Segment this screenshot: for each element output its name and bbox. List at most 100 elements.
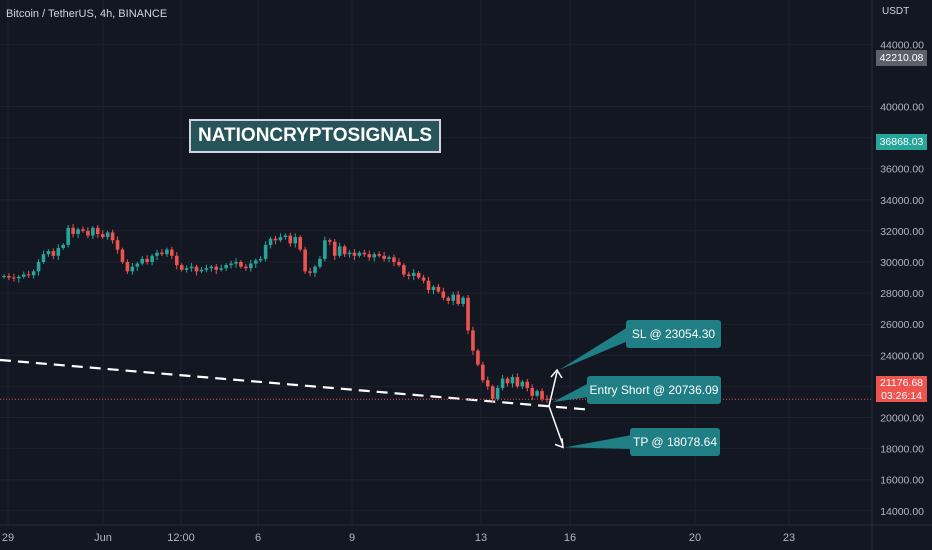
candle: [21, 271, 26, 279]
candle: [323, 236, 327, 262]
price-tick-label: 16000.00: [880, 475, 924, 487]
candle: [86, 227, 90, 239]
candle: [100, 230, 105, 239]
candle: [288, 232, 293, 247]
sl-arrow: [548, 371, 558, 407]
candle: [46, 249, 51, 257]
candle: [421, 274, 426, 284]
candle: [56, 244, 61, 260]
candle: [392, 254, 396, 267]
candle: [332, 238, 337, 260]
candle: [229, 260, 233, 269]
candle: [150, 253, 154, 266]
candle: [95, 224, 100, 239]
candle: [174, 252, 179, 270]
time-tick-label: 13: [475, 532, 487, 544]
price-tick-label: 26000.00: [880, 319, 924, 331]
candle: [268, 236, 273, 249]
countdown-tag: 03:26:14: [876, 389, 927, 402]
candle: [7, 273, 11, 281]
candle: [2, 274, 6, 279]
candle: [105, 230, 110, 240]
candle: [170, 246, 174, 260]
candle: [244, 263, 248, 271]
candle: [510, 374, 515, 388]
sl-callout-pointer: [559, 327, 628, 371]
candle: [130, 262, 135, 275]
candle: [41, 250, 46, 264]
candle: [234, 258, 238, 268]
candle: [219, 264, 223, 272]
candle: [179, 263, 184, 272]
time-tick-label: 20: [689, 532, 701, 544]
candle: [17, 274, 21, 283]
candle: [293, 233, 298, 248]
candle: [436, 284, 441, 294]
candle: [91, 225, 95, 239]
candle: [253, 258, 258, 268]
candle: [426, 276, 431, 294]
candle: [76, 227, 80, 239]
candle: [115, 236, 120, 254]
candle: [471, 326, 475, 355]
entry-short-callout: Entry Short @ 20736.09: [587, 376, 721, 404]
time-tick-label: Jun: [94, 532, 112, 544]
candle: [515, 373, 520, 389]
candle: [342, 244, 347, 257]
candle: [283, 233, 288, 240]
time-tick-label: 9: [349, 532, 355, 544]
candle: [249, 259, 253, 272]
price-tick-label: 20000.00: [880, 413, 924, 425]
candle: [362, 249, 367, 257]
candle: [406, 271, 411, 280]
entry-callout-pointer: [553, 383, 589, 403]
trendline: [0, 358, 591, 411]
candle: [184, 265, 189, 273]
candle: [31, 269, 36, 279]
candle: [61, 243, 66, 250]
candle: [431, 285, 436, 295]
candle: [51, 248, 56, 260]
time-tick-label: 23: [783, 532, 795, 544]
candle: [520, 379, 525, 390]
candle: [145, 255, 149, 265]
candle: [263, 241, 268, 262]
price-axis-unit: USDT: [882, 6, 910, 17]
candle: [125, 259, 130, 274]
candle: [377, 251, 381, 258]
time-tick-label: 12:00: [167, 532, 195, 544]
candle: [402, 263, 406, 278]
candle: [495, 385, 500, 401]
candle: [26, 270, 31, 278]
candle: [357, 250, 362, 258]
candle: [140, 256, 145, 266]
take-profit-callout: TP @ 18078.64: [630, 428, 720, 456]
candle: [214, 263, 219, 274]
candle: [298, 235, 302, 252]
candle: [466, 294, 470, 334]
candle: [204, 264, 209, 273]
mid-price-tag: 36868.03: [876, 134, 927, 150]
candle: [490, 384, 495, 404]
candle: [110, 229, 115, 244]
candle: [273, 235, 278, 245]
candle: [451, 291, 456, 306]
time-tick-label: 6: [255, 532, 261, 544]
candle: [120, 247, 125, 264]
price-tick-label: 24000.00: [880, 350, 924, 362]
candle: [481, 361, 485, 383]
candle: [535, 389, 539, 398]
candle: [485, 376, 490, 390]
candle: [160, 248, 164, 257]
time-tick-label: 16: [564, 532, 576, 544]
price-tick-label: 32000.00: [880, 226, 924, 238]
candle: [352, 248, 357, 260]
candle: [199, 266, 204, 274]
stop-loss-callout: SL @ 23054.30: [626, 320, 721, 348]
candle: [224, 263, 228, 271]
candle: [372, 252, 377, 262]
candle: [308, 267, 312, 277]
candle: [505, 376, 510, 387]
candle: [545, 395, 549, 403]
